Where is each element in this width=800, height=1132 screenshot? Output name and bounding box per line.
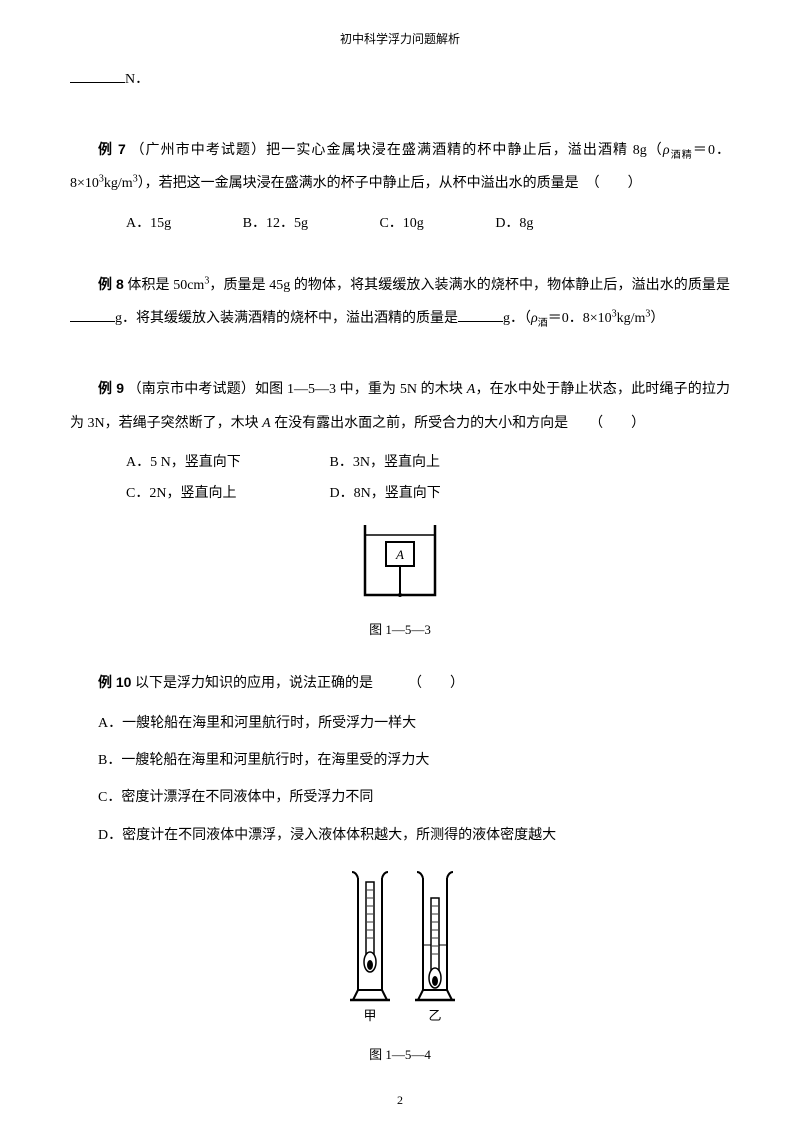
svg-text:甲: 甲 [363, 1008, 376, 1023]
ex8-t4: g．（ [503, 311, 531, 326]
page-number: 2 [0, 1093, 800, 1108]
option-d: D．8g [467, 209, 533, 240]
ex8-t3: g．将其缓缓放入装满酒精的烧杯中，溢出酒精的质量是 [115, 311, 458, 326]
ex8-t5: ） [650, 311, 664, 326]
option-c: C．密度计漂浮在不同液体中，所受浮力不同 [70, 783, 730, 812]
rho-unit: kg/m [104, 176, 133, 191]
option-a: A．5 N，竖直向下 [98, 448, 298, 479]
var-a: A [262, 416, 271, 431]
block-label: A [395, 547, 404, 562]
ex7-text-post: ），若把这一金属块浸在盛满水的杯子中静止后，从杯中溢出水的质量是 （ ） [138, 176, 642, 191]
example-label: 例 9 [98, 380, 124, 396]
example-10: 例 10 以下是浮力知识的应用，说法正确的是 （ ） [70, 666, 730, 701]
option-c: C．2N，竖直向上 [98, 479, 298, 510]
option-b: B．一艘轮船在海里和河里航行时，在海里受的浮力大 [70, 746, 730, 775]
var-a: A [467, 382, 476, 397]
figure-caption: 图 1—5—3 [70, 619, 730, 638]
blank-field [458, 308, 503, 322]
svg-text:乙: 乙 [428, 1008, 441, 1023]
option-a: A．一艘轮船在海里和河里航行时，所受浮力一样大 [70, 709, 730, 738]
rho-sub: 酒 [538, 318, 548, 329]
ex9-options-row1: A．5 N，竖直向下 B．3N，竖直向上 [70, 448, 730, 479]
example-9: 例 9 （南京市中考试题）如图 1—5—3 中，重为 5N 的木块 A，在水中处… [70, 372, 730, 440]
rho-val: ＝0．8×10 [548, 311, 612, 326]
page-header: 初中科学浮力问题解析 [70, 30, 730, 47]
option-b: B．12．5g [215, 209, 308, 240]
ex8-t2: ，质量是 45g 的物体，将其缓缓放入装满水的烧杯中，物体静止后，溢出水的质量是 [209, 278, 730, 293]
example-7: 例 7 （广州市中考试题）把一实心金属块浸在盛满酒精的杯中静止后，溢出酒精 8g… [70, 133, 730, 201]
fragment-top: N． [70, 63, 730, 97]
ex8-t1: 体积是 50cm [127, 278, 204, 293]
ex10-stem: 以下是浮力知识的应用，说法正确的是 （ ） [135, 676, 464, 691]
rho-sub: 酒精 [670, 149, 693, 160]
ex9-options-row2: C．2N，竖直向上 D．8N，竖直向下 [70, 479, 730, 510]
example-8: 例 8 体积是 50cm3，质量是 45g 的物体，将其缓缓放入装满水的烧杯中，… [70, 268, 730, 336]
example-label: 例 8 [98, 276, 124, 292]
option-c: C．10g [351, 209, 423, 240]
beaker-icon: A [350, 520, 450, 610]
figure-1-5-4: 甲 乙 图 1—5—4 [70, 870, 730, 1063]
blank-field [70, 69, 125, 83]
option-b: B．3N，竖直向上 [302, 448, 502, 479]
option-a: A．15g [98, 209, 171, 240]
frag-tail: N． [125, 72, 149, 87]
ex9-t1: （南京市中考试题）如图 1—5—3 中，重为 5N 的木块 [128, 382, 467, 397]
ex7-text-pre: （广州市中考试题）把一实心金属块浸在盛满酒精的杯中静止后，溢出酒精 8g（ [130, 143, 662, 158]
example-label: 例 10 [98, 674, 131, 690]
rho-symbol: ρ [531, 311, 538, 326]
ex7-options: A．15g B．12．5g C．10g D．8g [70, 209, 730, 240]
blank-field [70, 308, 115, 322]
rho-symbol: ρ [663, 143, 670, 158]
figure-caption: 图 1—5—4 [70, 1044, 730, 1063]
option-d: D．密度计在不同液体中漂浮，浸入液体体积越大，所测得的液体密度越大 [70, 821, 730, 850]
option-d: D．8N，竖直向下 [302, 479, 502, 510]
densimeter-icon: 甲 乙 [320, 870, 480, 1035]
example-label: 例 7 [98, 141, 126, 157]
figure-1-5-3: A 图 1—5—3 [70, 520, 730, 638]
rho-unit: kg/m [617, 311, 646, 326]
ex9-t3: 在没有露出水面之前，所受合力的大小和方向是 （ ） [271, 416, 646, 431]
